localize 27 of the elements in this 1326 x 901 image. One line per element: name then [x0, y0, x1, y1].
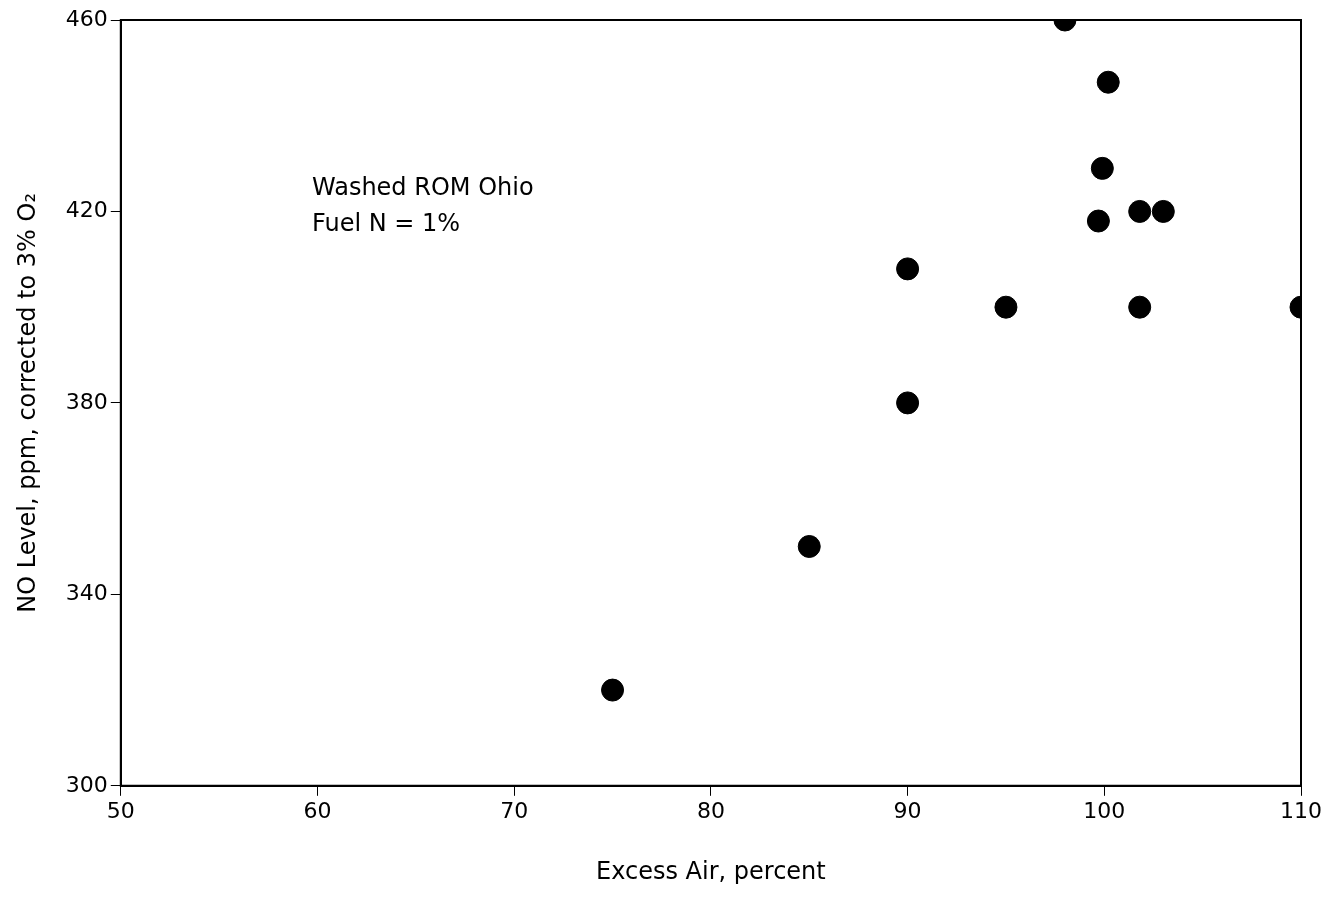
point	[1151, 199, 1175, 223]
x-tick-label: 60	[303, 797, 332, 823]
annotation: Washed ROM Ohio	[311, 172, 534, 201]
point	[1128, 199, 1152, 223]
x-tick-label: 80	[696, 797, 725, 823]
point	[1090, 156, 1114, 180]
y-tick-label: 340	[65, 580, 108, 606]
x-tick-label: 90	[893, 797, 922, 823]
point	[896, 391, 920, 415]
point	[601, 678, 625, 702]
x-tick-label: 50	[106, 797, 135, 823]
annotation: Fuel N = 1%	[311, 208, 461, 237]
x-tick-label: 100	[1083, 797, 1126, 823]
x-tick-label: 70	[500, 797, 529, 823]
y-tick-label: 300	[65, 771, 108, 797]
point	[994, 295, 1018, 319]
y-tick-label: 380	[65, 388, 108, 414]
y-tick-label: 420	[65, 197, 108, 223]
point	[1086, 209, 1110, 233]
point	[797, 534, 821, 558]
point	[1096, 70, 1120, 94]
point	[1128, 295, 1152, 319]
point	[896, 257, 920, 281]
x-axis-title: Excess Air, percent	[596, 856, 826, 885]
y-axis-title: NO Level, ppm, corrected to 3% O₂	[12, 193, 41, 613]
y-tick-label: 460	[65, 5, 108, 31]
x-tick-label: 110	[1280, 797, 1322, 823]
